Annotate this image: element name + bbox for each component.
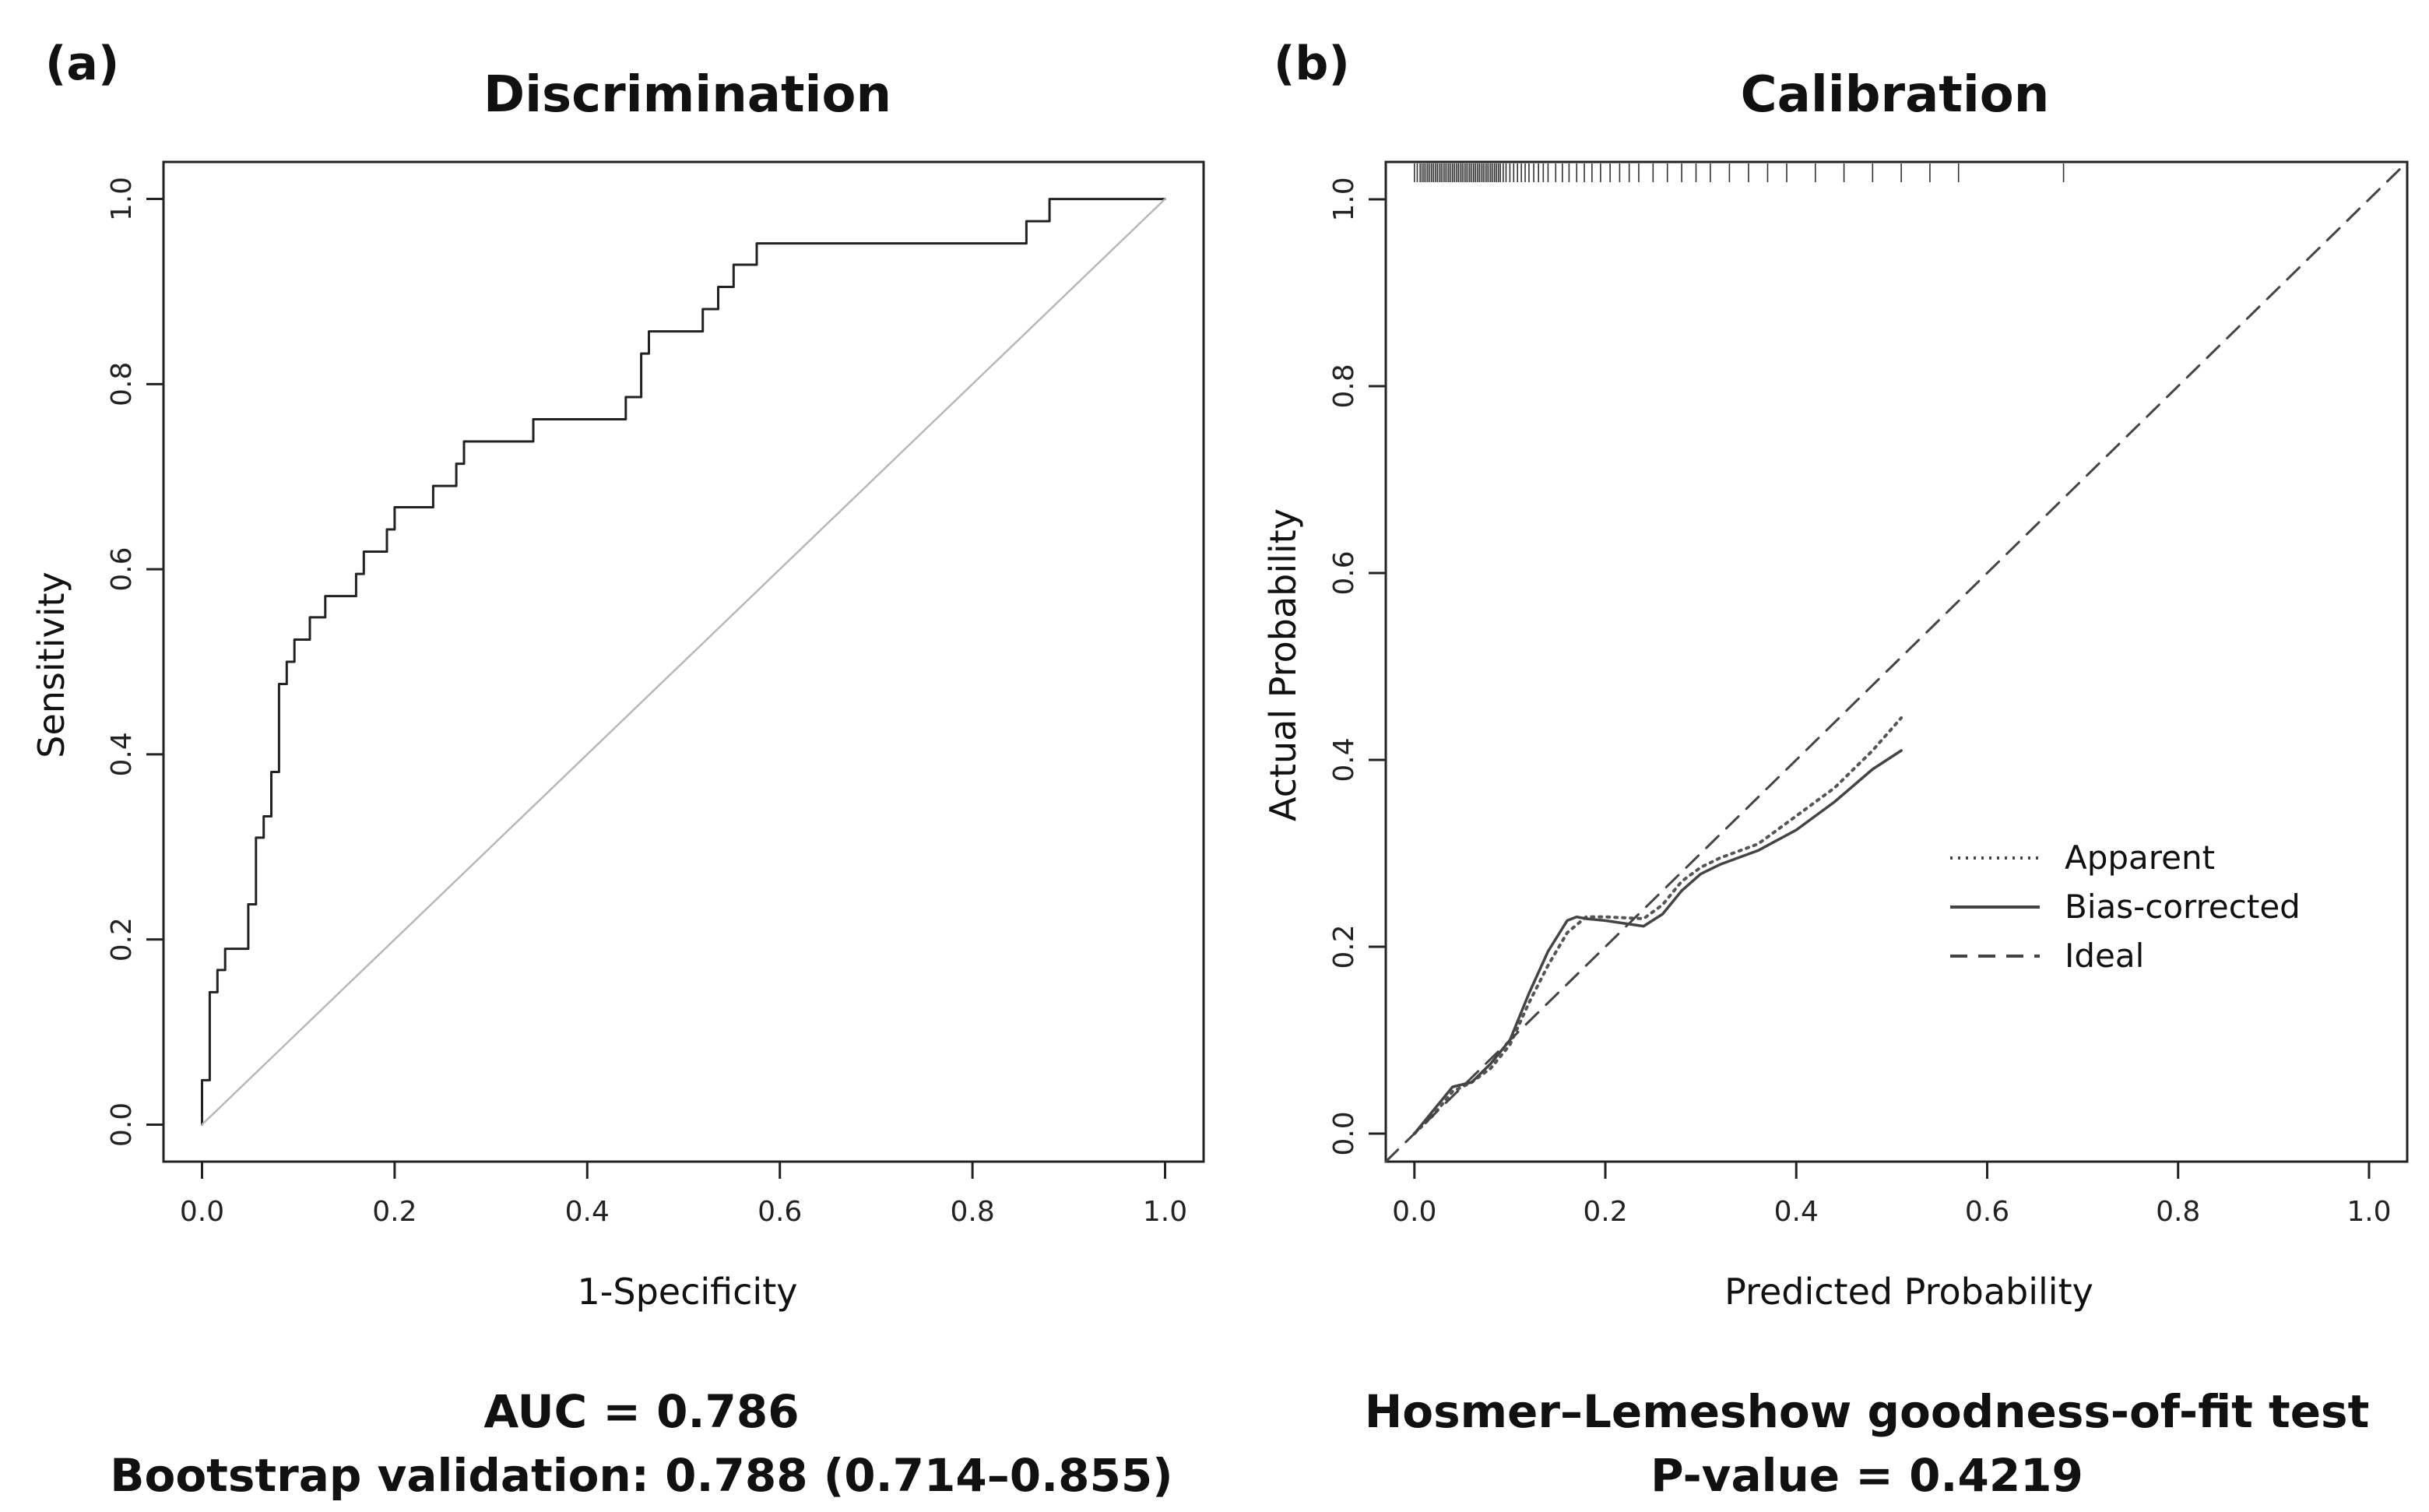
- panel-a-y-tick-label: 0.2: [106, 917, 138, 962]
- panel-a-caption-auc: AUC = 0.786: [483, 1385, 799, 1438]
- panel-b-y-label: Actual Probability: [1262, 508, 1304, 821]
- legend-bias-corrected-label: Bias-corrected: [2065, 888, 2301, 926]
- panel-a-y-tick-label: 0.6: [106, 547, 138, 591]
- panel-b-ideal-line: [1384, 160, 2409, 1163]
- panel-a-y-label: Sensitivity: [30, 571, 72, 758]
- panel-a-x-label: 1-Specificity: [578, 1271, 798, 1313]
- panel-a-x-tick-label: 0.4: [565, 1196, 610, 1228]
- panel-b-caption-hl-test: Hosmer–Lemeshow goodness-of-fit test: [1365, 1385, 2370, 1438]
- panel-a-y-tick-label: 0.0: [106, 1102, 138, 1147]
- panel-b-y-tick-label: 0.8: [1328, 364, 1360, 408]
- panel-b-caption-p-value: P-value = 0.4219: [1650, 1449, 2083, 1502]
- panel-b-y-tick-label: 1.0: [1328, 177, 1360, 221]
- panel-b-x-tick-label: 0.4: [1774, 1196, 1819, 1228]
- panel-b-apparent-curve: [1412, 716, 1903, 1135]
- panel-b-x-label: Predicted Probability: [1724, 1271, 2093, 1313]
- panel-a-y-tick-label: 0.8: [106, 362, 138, 406]
- panel-b-x-tick-label: 0.0: [1392, 1196, 1436, 1228]
- legend-apparent-label: Apparent: [2065, 839, 2215, 877]
- legend-ideal-label: Ideal: [2065, 937, 2144, 975]
- panel-b-x-tick-label: 1.0: [2346, 1196, 2391, 1228]
- panel-a-title: Discrimination: [483, 66, 891, 124]
- panel-a-roc-curve: [201, 198, 1166, 1126]
- panel-b-title: Calibration: [1741, 66, 2050, 124]
- panel-b-x-tick-label: 0.2: [1583, 1196, 1627, 1228]
- panel-a-letter: (a): [45, 37, 119, 91]
- panel-a-axes: 0.0 0.2 0.4 0.6 0.8 1.0 0.0 0.2 0.4 0.6 0.8 1.0: [106, 160, 1205, 1228]
- panel-a-y-tick-label: 0.4: [106, 732, 138, 776]
- panel-b-axes: 0.0 0.2 0.4 0.6 0.8 1.0 0.0 0.2 0.4 0.6 0.8 1.0: [1328, 160, 2409, 1228]
- panel-b-letter: (b): [1274, 37, 1350, 91]
- panel-b-plot-frame: [1384, 160, 2409, 1163]
- panel-a-plot-frame: [162, 160, 1205, 1163]
- panel-b-x-tick-label: 0.8: [2156, 1196, 2200, 1228]
- panel-a-x-tick-label: 0.0: [180, 1196, 224, 1228]
- panel-a-x-tick-label: 1.0: [1143, 1196, 1187, 1228]
- panel-b-x-tick-label: 0.6: [1965, 1196, 2009, 1228]
- panel-b-y-tick-label: 0.2: [1328, 924, 1360, 969]
- panel-b-y-tick-label: 0.6: [1328, 550, 1360, 595]
- panel-a-caption-bootstrap: Bootstrap validation: 0.788 (0.714–0.855…: [110, 1449, 1172, 1502]
- panel-a-reference-diagonal: [201, 198, 1166, 1126]
- panel-a-y-tick-label: 1.0: [106, 177, 138, 221]
- panel-b-y-tick-label: 0.0: [1328, 1111, 1360, 1155]
- panel-b-bias-corrected-curve: [1413, 749, 1903, 1135]
- panel-a-plot: [201, 198, 1166, 1126]
- panel-b-y-tick-label: 0.4: [1328, 737, 1360, 782]
- panel-b-plot: [1384, 160, 2409, 1163]
- panel-a-x-tick-label: 0.6: [758, 1196, 802, 1228]
- panel-a-x-tick-label: 0.8: [950, 1196, 994, 1228]
- panel-b-legend: Apparent Bias-corrected Ideal: [1950, 839, 2301, 975]
- panel-a-x-tick-label: 0.2: [372, 1196, 417, 1228]
